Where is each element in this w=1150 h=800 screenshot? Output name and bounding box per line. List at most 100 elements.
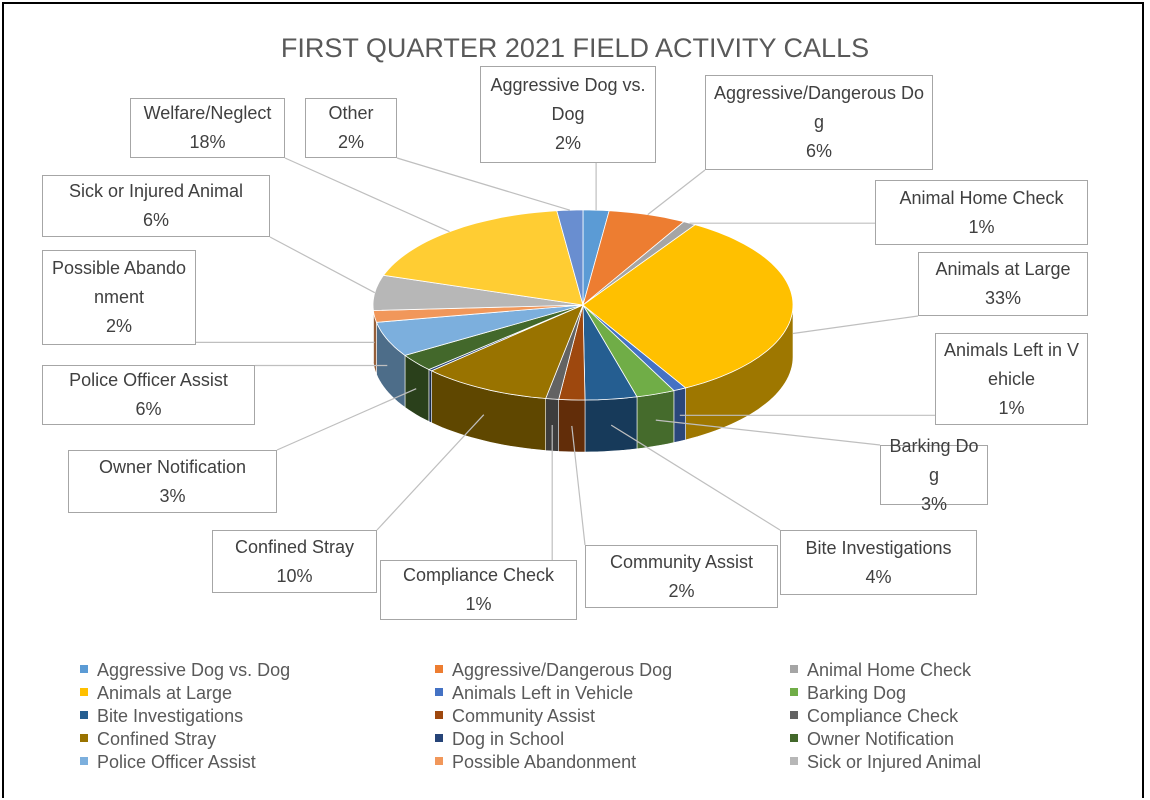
- data-label-value: 6%: [135, 399, 162, 419]
- legend-entry: Possible Abandonment: [435, 752, 636, 773]
- slice: [430, 304, 584, 399]
- data-label-name: Police Officer Assist: [69, 370, 228, 390]
- data-label-value: 18%: [189, 132, 226, 152]
- chart-title: FIRST QUARTER 2021 FIELD ACTIVITY CALLS: [280, 33, 870, 63]
- leader-line: [396, 157, 571, 211]
- data-label: Confined Stray 10%: [212, 530, 377, 593]
- data-label-name: Aggressive/Dangerous Dog: [713, 83, 925, 132]
- data-label: Police Officer Assist 6%: [42, 365, 255, 425]
- data-label-name: Animal Home Check: [899, 187, 1064, 208]
- data-label-value: 6%: [805, 141, 832, 161]
- slice-side: [428, 369, 432, 424]
- legend-entry: Confined Stray: [80, 729, 216, 750]
- legend-swatch: [80, 757, 88, 765]
- legend-swatch: [790, 734, 798, 742]
- data-label-name: Aggressive Dog vs. Dog: [490, 75, 646, 124]
- data-label-value: 3%: [159, 485, 186, 506]
- legend-entry: Barking Dog: [790, 683, 906, 704]
- legend-swatch: [790, 665, 798, 673]
- legend-swatch: [435, 711, 443, 719]
- data-label-name: Sick or Injured Animal: [68, 181, 244, 201]
- leader-line: [610, 424, 781, 531]
- legend-swatch: [80, 734, 88, 742]
- slice-side: [584, 396, 638, 453]
- data-label-value: 2%: [337, 132, 364, 152]
- data-label-name: Other: [328, 103, 374, 123]
- legend-label: Animals at Large: [97, 683, 233, 703]
- legend-swatch: [80, 688, 88, 696]
- leader-line: [571, 425, 586, 546]
- legend-entry: Community Assist: [435, 706, 595, 727]
- leader-line: [647, 169, 706, 216]
- legend-swatch: [790, 757, 798, 765]
- legend-swatch: [435, 665, 443, 673]
- data-label-name: Barking Dog: [889, 435, 979, 485]
- data-label-name: Community Assist: [609, 551, 754, 572]
- leader-line: [276, 388, 417, 451]
- legend-entry: Dog in School: [435, 729, 564, 750]
- slice: [404, 304, 584, 370]
- legend-swatch: [790, 711, 798, 719]
- legend-swatch: [435, 757, 443, 765]
- legend-entry: Aggressive/Dangerous Dog: [435, 660, 672, 681]
- legend-label: Aggressive/Dangerous Dog: [452, 660, 673, 680]
- legend-label: Bite Investigations: [97, 706, 244, 726]
- slice: [582, 304, 675, 398]
- legend-label: Animals Left in Vehicle: [452, 683, 634, 703]
- data-label: Other 2%: [305, 98, 397, 158]
- leader-line: [655, 419, 881, 446]
- data-label-value: 10%: [276, 565, 313, 586]
- legend-label: Possible Abandonment: [452, 752, 637, 772]
- legend-label: Aggressive Dog vs. Dog: [97, 660, 291, 680]
- leader-line: [376, 414, 485, 531]
- legend-swatch: [80, 665, 88, 673]
- data-label-value: 6%: [142, 210, 169, 230]
- data-label: Possible Abandonment 2%: [42, 250, 196, 345]
- data-label: Sick or Injured Animal 6%: [42, 175, 270, 237]
- data-label-name: Bite Investigations: [805, 537, 952, 558]
- legend-entry: Animal Home Check: [790, 660, 971, 681]
- data-label-name: Welfare/Neglect: [143, 103, 272, 123]
- legend-entry: Bite Investigations: [80, 706, 243, 727]
- data-label-value: 3%: [920, 493, 947, 514]
- data-label-value: 33%: [984, 288, 1022, 308]
- legend-entry: Aggressive Dog vs. Dog: [80, 660, 290, 681]
- data-label: Community Assist 2%: [585, 545, 778, 608]
- data-label-name: Confined Stray: [234, 536, 355, 557]
- data-label: Owner Notification 3%: [68, 450, 277, 513]
- data-label-value: 1%: [998, 397, 1025, 418]
- data-label: Animals Left in Vehicle 1%: [935, 333, 1088, 425]
- data-label-name: Possible Abandonment: [51, 258, 187, 307]
- legend-label: Owner Notification: [807, 729, 955, 749]
- slice-side: [636, 390, 675, 450]
- data-label: Aggressive Dog vs. Dog 2%: [480, 66, 656, 163]
- data-label: Aggressive/Dangerous Dog 6%: [705, 75, 933, 170]
- data-label: Barking Dog 3%: [880, 436, 988, 514]
- data-label: Bite Investigations 4%: [780, 530, 977, 595]
- legend-entry: Owner Notification: [790, 729, 954, 750]
- legend-label: Compliance Check: [807, 706, 959, 726]
- legend-entry: Compliance Check: [790, 706, 958, 727]
- legend-label: Sick or Injured Animal: [807, 752, 982, 772]
- slice-side: [558, 399, 586, 453]
- legend-entry: Animals at Large: [80, 683, 232, 704]
- leader-line: [792, 315, 919, 335]
- leader-line: [284, 157, 450, 233]
- data-label-value: 2%: [105, 316, 132, 336]
- data-label-value: 1%: [465, 594, 492, 614]
- data-label-value: 2%: [668, 580, 695, 601]
- legend-label: Police Officer Assist: [97, 752, 256, 772]
- legend-label: Dog in School: [452, 729, 565, 749]
- data-label-name: Animals at Large: [935, 259, 1071, 279]
- legend-label: Community Assist: [452, 706, 596, 726]
- legend-label: Animal Home Check: [807, 660, 972, 680]
- legend-swatch: [435, 734, 443, 742]
- legend-swatch: [790, 688, 798, 696]
- legend-label: Barking Dog: [807, 683, 907, 703]
- data-label: Animals at Large 33%: [918, 252, 1088, 316]
- leader-line: [269, 236, 376, 294]
- slice: [582, 303, 638, 401]
